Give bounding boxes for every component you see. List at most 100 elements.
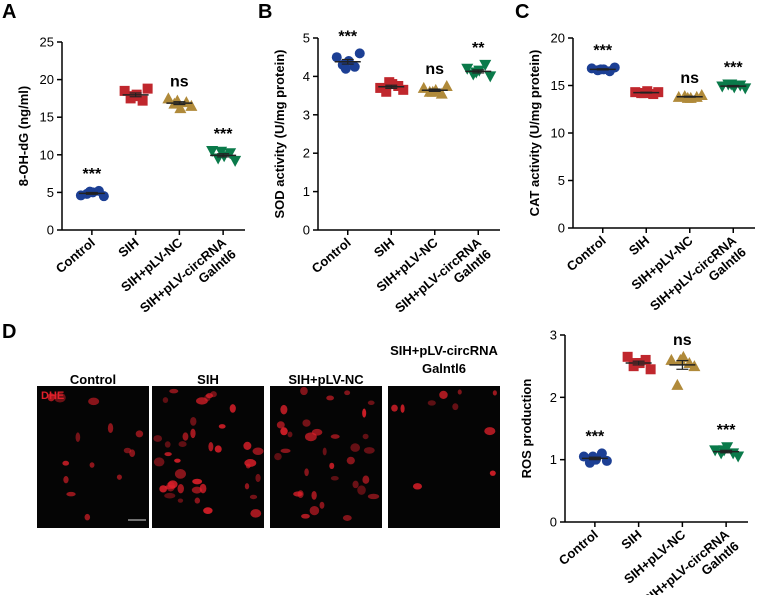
cell [391,404,398,412]
cell [153,435,163,442]
data-point [215,146,228,158]
panel-label: C [515,1,529,23]
error-bar [632,360,645,366]
data-point [354,48,365,59]
error-bar [217,153,230,158]
y-tick-label: 10 [551,126,565,141]
panel-label: A [2,1,16,23]
data-point [671,378,684,390]
cell [304,468,309,477]
y-tick-label: 0 [303,223,310,238]
cell [252,447,264,455]
y-tick-label: 0 [47,223,54,238]
x-tick-label: Control [309,235,354,276]
cell [190,428,196,439]
x-tick-label: SIH+pLV-circRNAGalntl6 [137,234,239,327]
data-point [398,84,409,95]
data-point [349,61,360,72]
y-tick-label: 5 [558,173,565,188]
cell [302,419,311,427]
cell [330,475,339,481]
cell [274,452,282,461]
data-point [381,86,392,97]
significance: ns [680,70,699,87]
cell [280,404,288,415]
micrograph [37,386,149,528]
cell [457,389,462,395]
cell [229,404,236,413]
y-tick-label: 1 [550,452,557,467]
significance: *** [338,28,357,45]
error-bar [173,101,186,106]
cell [88,397,100,406]
cell [342,514,352,521]
micrograph [388,386,500,528]
cell [362,475,370,484]
cell [319,501,325,509]
y-tick-label: 15 [40,110,54,125]
error-bar [588,456,601,461]
cell [311,428,323,436]
x-tick-label: Control [556,527,601,568]
image-label-line: Galntl6 [422,361,466,376]
data-point [162,92,175,104]
data-point [609,62,620,73]
cell [169,388,179,394]
cell [484,427,496,436]
cell [177,498,184,503]
data-point [224,148,237,160]
cell [357,485,366,495]
data-point [84,186,95,197]
significance: *** [586,428,605,445]
y-tick-label: 1 [303,184,310,199]
cell [280,427,288,436]
cell [427,400,436,406]
cell [439,390,448,399]
error-bar [428,88,441,92]
cell [47,393,55,402]
significance: *** [593,42,612,59]
data-point [596,448,607,459]
data-point [484,71,497,83]
cell [412,483,423,490]
data-point [185,99,198,111]
y-tick-label: 2 [550,390,557,405]
data-point [142,83,153,94]
data-point [479,59,492,71]
image-label-line: SIH+pLV-circRNA [390,343,498,358]
cell [330,434,340,439]
y-tick-label: 25 [40,35,54,50]
cell [205,393,214,399]
cell [62,460,70,466]
cell [255,473,261,482]
cell [194,497,201,504]
cell [322,447,327,456]
cell [362,408,367,418]
error-bar [727,84,740,88]
cell [492,390,497,396]
error-bar [341,58,354,65]
data-point [674,353,687,365]
cell [243,441,252,450]
cell [400,404,405,413]
data-point [119,85,130,96]
data-point [229,155,242,167]
error-bar [85,191,98,195]
data-point [601,455,612,466]
y-tick-label: 5 [303,31,310,46]
data-point [732,451,745,463]
data-point [174,102,187,114]
x-tick-label: SIH [626,233,652,258]
x-tick-label: SIH [618,527,644,552]
cell [164,492,176,499]
y-tick-label: 4 [303,69,310,84]
cell [214,445,222,453]
cell [250,509,262,518]
cell [280,448,291,454]
cell [203,507,213,515]
image-label: Control [70,372,116,387]
cell [367,400,375,406]
cell [300,386,308,396]
cell [153,457,165,467]
